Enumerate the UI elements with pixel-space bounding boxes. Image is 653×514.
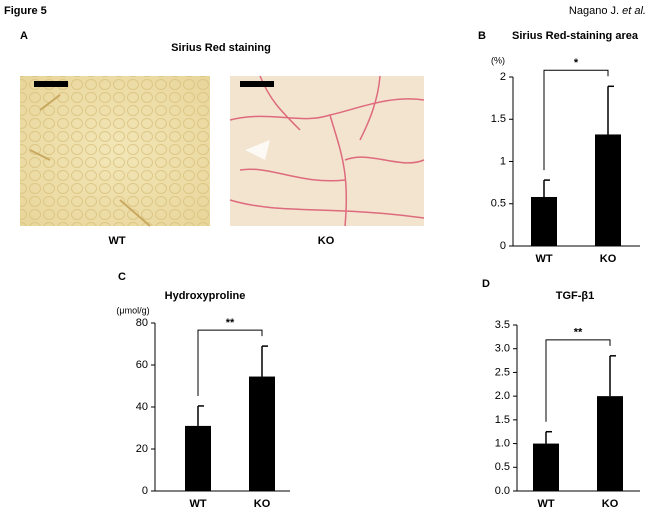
author-names: Nagano J. — [569, 5, 619, 17]
x-tick-label: KO — [602, 498, 619, 510]
image-label: WT — [108, 235, 125, 247]
y-tick-label: 0.5 — [495, 461, 510, 473]
significance: ** — [574, 327, 583, 339]
bar — [533, 443, 559, 491]
significance: * — [574, 57, 579, 69]
y-tick-label: 3.5 — [495, 319, 510, 331]
y-tick-label: 1.5 — [495, 414, 510, 426]
y-axis-label: (%) — [491, 55, 505, 65]
significance-bracket — [543, 69, 609, 171]
y-tick-label: 1 — [500, 155, 506, 167]
y-tick-label: 80 — [136, 317, 148, 329]
y-tick-label: 0 — [142, 485, 148, 497]
y-tick-label: 1.0 — [495, 437, 510, 449]
authors: Nagano J. et al. — [569, 5, 646, 17]
panel-label: D — [482, 278, 490, 290]
panel-title: Sirius Red staining — [171, 42, 271, 54]
y-tick-label: 0 — [500, 240, 506, 252]
bar — [249, 376, 275, 491]
y-tick-label: 40 — [136, 401, 148, 413]
micrograph-ko — [229, 75, 425, 227]
y-tick-label: 2.5 — [495, 366, 510, 378]
y-tick-label: 3.0 — [495, 343, 510, 355]
y-tick-label: 60 — [136, 359, 148, 371]
author-etal: et al. — [622, 5, 646, 17]
figure-label: Figure 5 — [4, 5, 47, 17]
y-tick-label: 2.0 — [495, 390, 510, 402]
chart-title: TGF-β1 — [556, 290, 595, 302]
y-tick-label: 1.5 — [491, 113, 506, 125]
y-tick-label: 20 — [136, 443, 148, 455]
bar — [595, 134, 621, 246]
x-tick-label: WT — [535, 253, 552, 265]
y-tick-label: 0.0 — [495, 485, 510, 497]
x-tick-label: KO — [254, 498, 271, 510]
significance-bracket — [197, 329, 263, 396]
y-tick-label: 2 — [500, 71, 506, 83]
panel-label: C — [118, 271, 126, 283]
bar — [531, 196, 557, 246]
bar — [185, 425, 211, 491]
bar — [597, 396, 623, 491]
panel-label: A — [20, 30, 28, 42]
x-tick-label: WT — [537, 498, 554, 510]
image-label: KO — [318, 235, 335, 247]
panel-label: B — [478, 30, 486, 42]
y-tick-label: 0.5 — [491, 198, 506, 210]
chart-title: Hydroxyproline — [165, 290, 246, 302]
significance: ** — [226, 317, 235, 329]
y-axis-label: (μmol/g) — [116, 305, 149, 315]
x-tick-label: KO — [600, 253, 617, 265]
significance-bracket — [545, 339, 611, 422]
micrograph-wt — [20, 76, 210, 227]
x-tick-label: WT — [189, 498, 206, 510]
chart-title: Sirius Red-staining area — [512, 30, 639, 42]
